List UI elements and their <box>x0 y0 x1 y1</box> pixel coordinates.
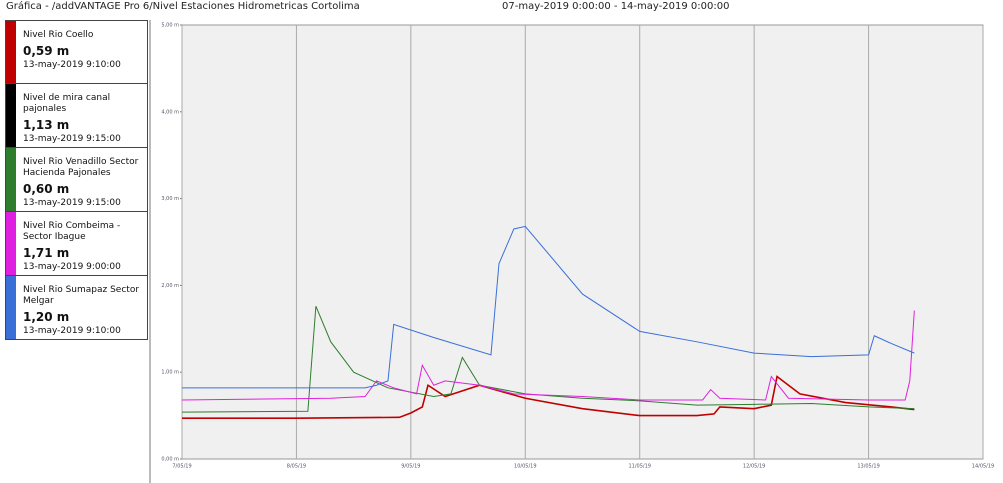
series-line <box>182 225 915 389</box>
timestamp: 13-may-2019 9:15:00 <box>23 134 121 144</box>
timestamp: 13-may-2019 9:10:00 <box>23 60 121 70</box>
x-tick-label: 10/05/19 <box>514 464 536 470</box>
y-tick-label: 1,00 m <box>161 370 179 376</box>
x-tick-label: 14/05/19 <box>972 464 994 470</box>
legend-text: Nivel Rio Sumapaz Sector Melgar 1,20 m 13-… <box>23 285 143 337</box>
series-name: Nivel Rio Coello <box>23 30 94 40</box>
legend-item: Nivel Rio Venadillo Sector Hacienda Pajo… <box>5 148 148 212</box>
legend-color <box>6 212 16 275</box>
legend-text: Nivel Rio Coello 0,59 m 13-may-2019 9:10:0… <box>23 30 143 71</box>
x-tick-label: 8/05/19 <box>287 464 306 470</box>
legend-color <box>6 21 16 83</box>
y-tick-label: 2,00 m <box>161 283 179 289</box>
x-tick-label: 12/05/19 <box>743 464 765 470</box>
x-tick-label: 7/05/19 <box>172 464 191 470</box>
y-tick-label: 4,00 m <box>161 109 179 115</box>
legend-color <box>6 148 16 211</box>
title: Gráfica - /addVANTAGE Pro 6/Nivel Estaci… <box>6 1 360 12</box>
series-name: Nivel Rio Combeima - Sector Ibague <box>23 221 121 242</box>
legend-item: Nivel Rio Sumapaz Sector Melgar 1,20 m 13-… <box>5 276 148 340</box>
legend-color <box>6 84 16 147</box>
current-value: 0,59 m <box>23 44 70 58</box>
legend-color <box>6 276 16 339</box>
current-value: 0,60 m <box>23 182 70 196</box>
plot-area <box>181 24 984 460</box>
legend-text: Nivel de mira canal pajonales 1,13 m 13-ma… <box>23 93 143 145</box>
y-tick-label: 3,00 m <box>161 196 179 202</box>
legend-text: Nivel Rio Venadillo Sector Hacienda Pajo… <box>23 157 143 209</box>
legend-item: Nivel Rio Coello 0,59 m 13-may-2019 9:10:0… <box>5 20 148 84</box>
y-tick-label: 0,00 m <box>161 457 179 463</box>
timestamp: 13-may-2019 9:10:00 <box>23 326 121 336</box>
legend-item: Nivel Rio Combeima - Sector Ibague 1,71 m… <box>5 212 148 276</box>
x-tick-label: 13/05/19 <box>857 464 879 470</box>
series-line <box>181 306 915 413</box>
date-range: 07-may-2019 0:00:00 - 14-may-2019 0:00:0… <box>502 1 730 12</box>
timestamp: 13-may-2019 9:15:00 <box>23 198 121 208</box>
legend-text: Nivel Rio Combeima - Sector Ibague 1,71 m… <box>23 221 143 273</box>
series-line <box>181 310 915 401</box>
current-value: 1,71 m <box>23 246 70 260</box>
legend: Nivel Rio Coello 0,59 m 13-may-2019 9:10:0… <box>5 20 148 340</box>
series-name: Nivel de mira canal pajonales <box>23 93 111 114</box>
y-tick-label: 5,00 m <box>161 23 179 29</box>
series-line <box>182 375 915 420</box>
x-tick-label: 11/05/19 <box>628 464 650 470</box>
timestamp: 13-may-2019 9:00:00 <box>23 262 121 272</box>
legend-item: Nivel de mira canal pajonales 1,13 m 13-ma… <box>5 84 148 148</box>
current-value: 1,20 m <box>23 310 70 324</box>
current-value: 1,13 m <box>23 118 70 132</box>
x-tick-label: 9/05/19 <box>401 464 420 470</box>
series-name: Nivel Rio Sumapaz Sector Melgar <box>23 285 140 306</box>
series-name: Nivel Rio Venadillo Sector Hacienda Pajo… <box>23 157 139 178</box>
